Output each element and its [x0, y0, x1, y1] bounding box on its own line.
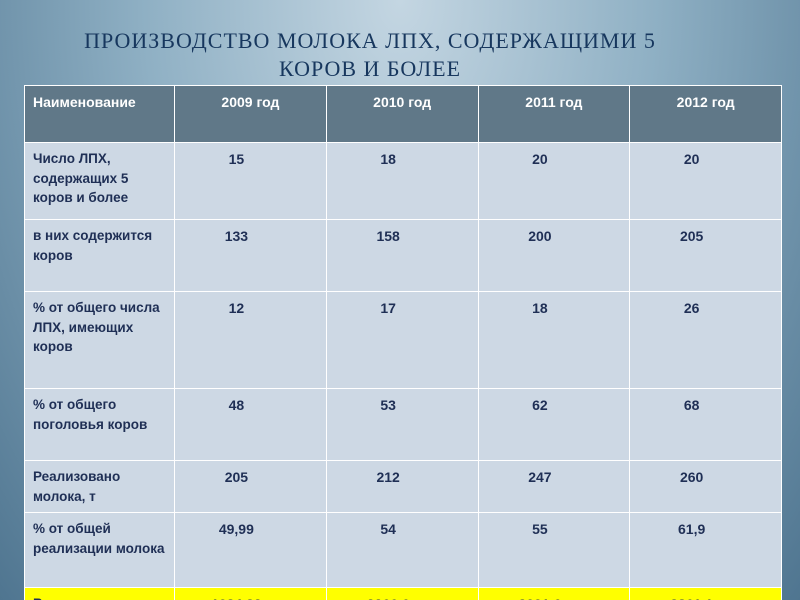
row-label: Выручено от	[24, 587, 175, 600]
cell: 205	[174, 459, 327, 514]
table-row: % от общего числа ЛПХ, имеющих коров 12 17…	[24, 291, 782, 389]
cell: 12	[174, 291, 327, 389]
column-header: 2012 год	[629, 85, 782, 143]
cell: 200	[477, 219, 631, 292]
row-label: % от общего поголовья коров	[24, 388, 175, 461]
cell: 15	[174, 142, 327, 220]
cell: 49,99	[174, 512, 327, 589]
cell: 158	[325, 219, 479, 292]
cell: 212	[325, 459, 479, 514]
table-row: % от общей реализации молока 49,99 54 55 61,…	[24, 512, 782, 589]
cell: 62	[477, 388, 631, 461]
cell: 18	[325, 142, 479, 220]
cell: 20	[477, 142, 631, 220]
row-label: % от общего числа ЛПХ, имеющих коров	[24, 291, 175, 389]
cell: 18	[477, 291, 631, 389]
table-row: Выручено от1984,322266,63091,63861,1	[24, 587, 782, 600]
column-header: 2011 год	[477, 85, 631, 143]
cell: 54	[325, 512, 479, 589]
cell: 55	[477, 512, 631, 589]
table-row: Реализовано молока, т 205 212 247 260	[24, 459, 782, 514]
header-row: Наименование 2009 год 2010 год 2011 год 2012…	[24, 85, 782, 143]
title: КОРОВ И БОЛЕЕ	[278, 56, 462, 81]
cell: 48	[174, 388, 327, 461]
column-header: 2009 год	[174, 85, 327, 143]
cell: 133	[174, 219, 327, 292]
cell: 247	[477, 459, 631, 514]
cell: 205	[629, 219, 782, 292]
cell: 1984,32	[174, 587, 327, 600]
cell: 53	[325, 388, 479, 461]
cell: 68	[629, 388, 782, 461]
cell: 26	[629, 291, 782, 389]
data-table: Наименование 2009 год 2010 год 2011 год 2012…	[24, 85, 782, 600]
cell: 20	[629, 142, 782, 220]
row-label: % от общей реализации молока	[24, 512, 175, 589]
title: ПРОИЗВОДСТВО МОЛОКА ЛПХ, СОДЕРЖАЩИМИ 5	[84, 28, 656, 53]
row-label: Число ЛПХ, содержащих 5 коров и более	[24, 142, 175, 220]
cell: 17	[325, 291, 479, 389]
cell: 61,9	[629, 512, 782, 589]
column-header: Наименование	[24, 85, 175, 143]
row-label: Реализовано молока, т	[24, 459, 175, 514]
table-row: Число ЛПХ, содержащих 5 коров и более 15 1…	[24, 142, 782, 220]
cell: 2266,6	[325, 587, 479, 600]
table-row: в них содержится коров 133 158 200 205	[24, 219, 782, 292]
cell: 3861,1	[629, 587, 782, 600]
row-label: в них содержится коров	[24, 219, 175, 292]
table-row: % от общего поголовья коров 48 53 62 68	[24, 388, 782, 461]
cell: 3091,6	[477, 587, 631, 600]
cell: 260	[629, 459, 782, 514]
column-header: 2010 год	[325, 85, 479, 143]
